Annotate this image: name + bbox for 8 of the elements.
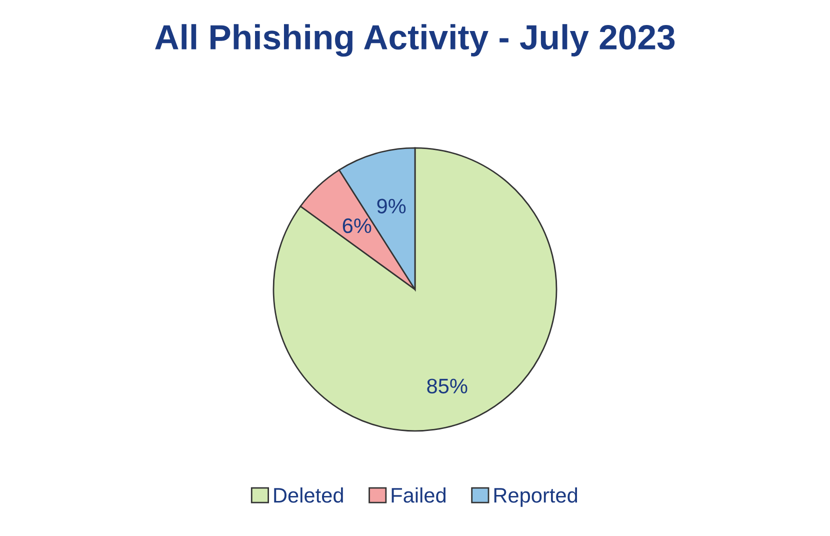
- pie-slice: [272, 147, 558, 432]
- data-label: 85%: [427, 378, 468, 394]
- chart-title: All Phishing Activity - July 2023: [155, 24, 675, 57]
- legend-label: Failed: [392, 487, 446, 503]
- legend-label: Deleted: [274, 487, 343, 503]
- legend-label: Reported: [494, 487, 578, 507]
- data-label: 9%: [377, 198, 406, 214]
- data-label: 6%: [342, 218, 372, 234]
